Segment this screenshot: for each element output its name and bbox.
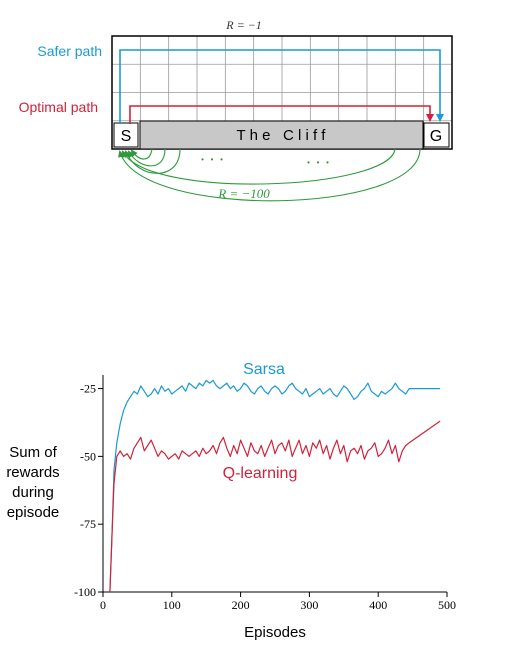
y-tick-label: -50	[80, 449, 96, 463]
y-tick-label: -100	[74, 585, 96, 599]
series-line-q-learning	[109, 420, 441, 593]
reward-cliff-label: R = −100	[217, 186, 270, 201]
x-tick-label: 300	[300, 598, 318, 612]
y-axis-label-line-1: Sum of	[9, 444, 57, 461]
x-tick-label: 500	[438, 598, 456, 612]
cliff-arc-3	[124, 148, 181, 174]
x-tick-label: 100	[163, 598, 181, 612]
optimal-path-label: Optimal path	[19, 99, 98, 115]
reward-chart: -25 -50 -75 -100 0 100 200 300 400 500 Sarsa Q-le…	[6, 361, 456, 641]
cliff-dots-right: • • •	[307, 158, 329, 167]
x-tick-label: 400	[369, 598, 387, 612]
goal-cell	[423, 122, 450, 148]
series-line-sarsa	[109, 379, 441, 593]
start-label: S	[121, 128, 132, 145]
cliff-dots-left: • • •	[201, 155, 223, 164]
safer-path-label: Safer path	[37, 43, 102, 59]
optimal-path-arrow	[129, 105, 434, 124]
cliff-arc-1	[130, 148, 153, 160]
y-axis-label-line-4: episode	[7, 504, 60, 521]
reward-step-label: R = −1	[225, 18, 262, 32]
cliff-fall-arcs	[118, 148, 421, 202]
y-axis-label-line-2: rewards	[6, 464, 59, 481]
qlearning-annotation: Q-learning	[223, 465, 298, 482]
x-tick-label: 200	[232, 598, 250, 612]
y-axis-label-line-3: during	[12, 484, 54, 501]
chart-axes: -25 -50 -75 -100 0 100 200 300 400 500	[74, 375, 456, 612]
y-axis-label: Sum of rewards during episode	[6, 444, 59, 521]
cliff-gridworld-diagram: R = −1 T h e C l i f f S G Safer path Op…	[19, 18, 453, 202]
x-axis-label: Episodes	[244, 624, 306, 641]
y-tick-label: -25	[80, 382, 96, 396]
cliff-arc-5	[118, 148, 421, 202]
x-tick-label: 0	[100, 598, 106, 612]
y-tick-label: -75	[80, 517, 96, 531]
cliff-arc-4	[122, 148, 396, 185]
cliff-region	[139, 120, 424, 150]
start-cell	[113, 122, 139, 148]
cliff-arc-2	[127, 148, 166, 167]
chart-series	[109, 379, 441, 593]
safer-path-arrow	[119, 49, 444, 124]
sarsa-annotation: Sarsa	[243, 361, 285, 378]
cliff-label: T h e C l i f f	[237, 127, 327, 144]
goal-label: G	[430, 128, 442, 145]
